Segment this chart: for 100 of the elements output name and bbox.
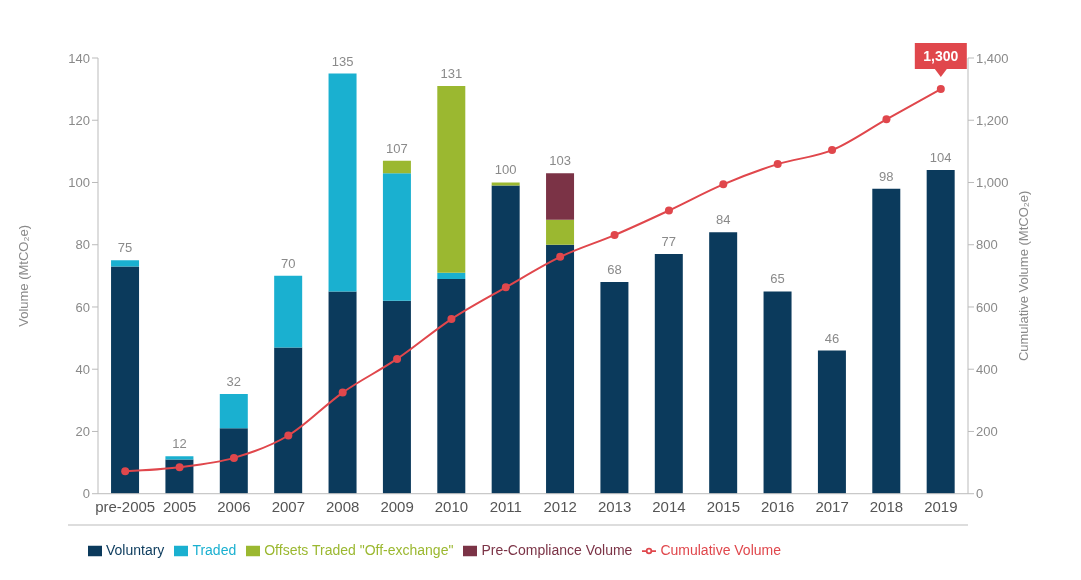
- x-tick-label: 2018: [869, 498, 904, 516]
- bar: [111, 266, 140, 494]
- x-tick-label: 2009: [380, 498, 414, 516]
- bar: [763, 291, 792, 494]
- y-axis-title: Volume (MtCO₂e): [16, 224, 31, 327]
- x-tick-label: 2008: [326, 498, 360, 516]
- legend-label: Pre-Compliance Volume: [481, 541, 633, 558]
- point: [121, 467, 130, 476]
- y2-tick-label: 400: [976, 361, 998, 377]
- bar: [491, 185, 520, 494]
- x-tick-label: 2010: [434, 498, 469, 516]
- point: [719, 180, 728, 189]
- bar: [165, 459, 194, 494]
- total-label: 100: [494, 162, 517, 178]
- y2-tick-label: 600: [976, 299, 998, 315]
- total-label: 135: [331, 53, 354, 69]
- x-tick-label: 2014: [652, 498, 686, 516]
- bar: [546, 219, 575, 245]
- total-label: 68: [607, 262, 622, 278]
- x-tick-label: 2017: [815, 498, 849, 516]
- y-tick-label: 140: [68, 50, 90, 66]
- y-tick-label: 0: [82, 486, 90, 502]
- point: [773, 160, 782, 169]
- bar: [926, 170, 955, 494]
- bar: [709, 232, 738, 494]
- y-tick-label: 20: [75, 424, 90, 440]
- bar: [437, 278, 466, 494]
- point: [175, 463, 184, 472]
- point: [556, 252, 565, 261]
- x-tick-label: 2012: [543, 498, 577, 516]
- bar: [219, 394, 248, 429]
- total-label: 107: [386, 140, 408, 156]
- total-label: 131: [440, 66, 463, 82]
- x-tick-label: 2013: [597, 498, 632, 516]
- point: [610, 231, 619, 240]
- y-tick-label: 60: [75, 299, 90, 315]
- x-tick-label: 2019: [924, 498, 958, 516]
- y2-tick-label: 1,200: [976, 112, 1009, 128]
- x-tick-label: 2015: [706, 498, 740, 516]
- total-label: 65: [770, 271, 785, 287]
- x-tick-label: 2006: [217, 498, 251, 516]
- legend-label: Offsets Traded "Off-exchange": [264, 541, 454, 558]
- bar: [274, 275, 303, 348]
- total-label: 104: [929, 150, 952, 166]
- y-tick-label: 40: [75, 361, 90, 377]
- bar: [382, 173, 411, 301]
- bar: [111, 260, 140, 267]
- point: [447, 315, 456, 324]
- y2-tick-label: 800: [976, 237, 998, 253]
- bar: [546, 244, 575, 494]
- bar: [219, 428, 248, 494]
- x-tick-label: 2016: [761, 498, 795, 516]
- point: [882, 115, 891, 124]
- total-label: 84: [715, 212, 731, 228]
- y-tick-label: 100: [68, 175, 90, 191]
- bar: [437, 272, 466, 279]
- point: [229, 453, 238, 462]
- bar: [491, 182, 520, 186]
- y2-tick-label: 200: [976, 424, 998, 440]
- point: [936, 85, 945, 94]
- point: [828, 146, 837, 155]
- y2-tick-label: 0: [976, 486, 984, 502]
- bar: [382, 300, 411, 494]
- bar: [872, 188, 901, 494]
- annotation: 1,300: [923, 48, 959, 65]
- total-label: 32: [226, 374, 242, 390]
- total-label: 70: [280, 255, 296, 271]
- y2-tick-label: 1,400: [976, 50, 1009, 66]
- legend-label: Voluntary: [106, 541, 165, 558]
- total-label: 98: [879, 168, 894, 184]
- x-tick-label: 2005: [162, 498, 197, 516]
- bar: [328, 291, 357, 494]
- x-tick-label: 2007: [271, 498, 305, 516]
- point: [664, 206, 673, 215]
- bar: [546, 173, 575, 220]
- bar: [600, 282, 629, 494]
- point: [393, 354, 402, 363]
- total-label: 12: [172, 436, 187, 452]
- point: [501, 283, 510, 292]
- bar: [817, 350, 846, 494]
- y-tick-label: 80: [75, 237, 90, 253]
- total-label: 103: [549, 153, 571, 169]
- bar: [382, 160, 411, 174]
- bar: [437, 86, 466, 273]
- total-label: 75: [117, 240, 133, 256]
- total-label: 77: [661, 234, 677, 250]
- y2-axis-title: Cumulative Volume (MtCO₂e): [1016, 190, 1031, 362]
- y-tick-label: 120: [68, 112, 90, 128]
- bar: [274, 347, 303, 494]
- x-tick-label: pre-2005: [95, 498, 156, 516]
- point: [338, 388, 347, 397]
- total-label: 46: [824, 330, 840, 346]
- point: [284, 431, 293, 440]
- bar: [165, 456, 194, 460]
- legend-label: Traded: [192, 541, 237, 558]
- y2-tick-label: 1,000: [976, 175, 1009, 191]
- legend-label: Cumulative Volume: [660, 541, 782, 558]
- bar: [654, 254, 683, 494]
- x-tick-label: 2011: [489, 498, 522, 516]
- bar: [328, 73, 357, 292]
